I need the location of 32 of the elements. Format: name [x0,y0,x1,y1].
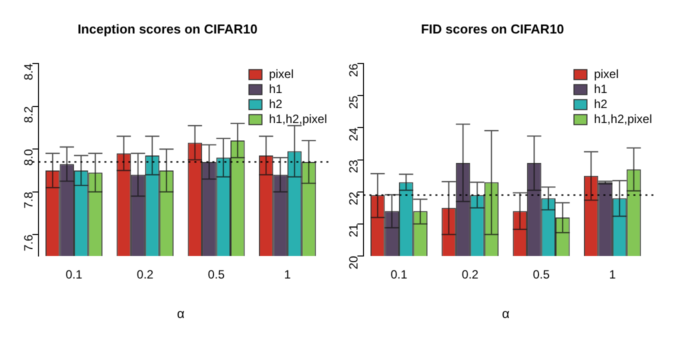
y-tick-label: 7.8 [22,192,36,209]
legend-label: h2 [268,96,283,111]
x-tick-label: 0.2 [462,268,479,282]
y-tick-label: 23 [346,159,361,174]
legend-label: h2 [594,96,608,111]
x-tick-label: 0.1 [66,268,83,282]
chart-title: FID scores on CIFAR10 [420,21,564,36]
y-tick-label: 8.2 [22,106,36,124]
legend-label: h1 [268,82,283,96]
legend-label: h1,h2,pixel [268,112,328,126]
x-axis-title: α [502,306,510,321]
y-tick-label: 22 [346,192,361,206]
y-tick-label: 24 [346,127,361,142]
y-tick-label: 25 [346,95,361,110]
x-tick-label: 1 [284,268,292,282]
x-tick-label: 0.1 [390,268,408,282]
legend-label: h1,h2,pixel [594,112,652,126]
y-tick-label: 8.4 [22,63,36,80]
y-tick-label: 20 [346,256,361,270]
x-tick-label: 0.5 [208,268,225,282]
chart-title: Inception scores on CIFAR10 [78,21,258,36]
y-tick-label: 7.6 [22,234,36,252]
legend-label: pixel [594,66,619,81]
y-tick-label: 26 [346,63,361,77]
x-tick-label: 1 [609,268,616,282]
x-tick-label: 0.5 [532,268,550,282]
x-axis-title: α [176,306,185,321]
legend-label: pixel [268,66,294,81]
x-tick-label: 0.2 [136,268,154,282]
y-tick-label: 8.0 [22,148,36,166]
y-tick-label: 21 [346,224,361,238]
legend-label: h1 [594,82,608,96]
